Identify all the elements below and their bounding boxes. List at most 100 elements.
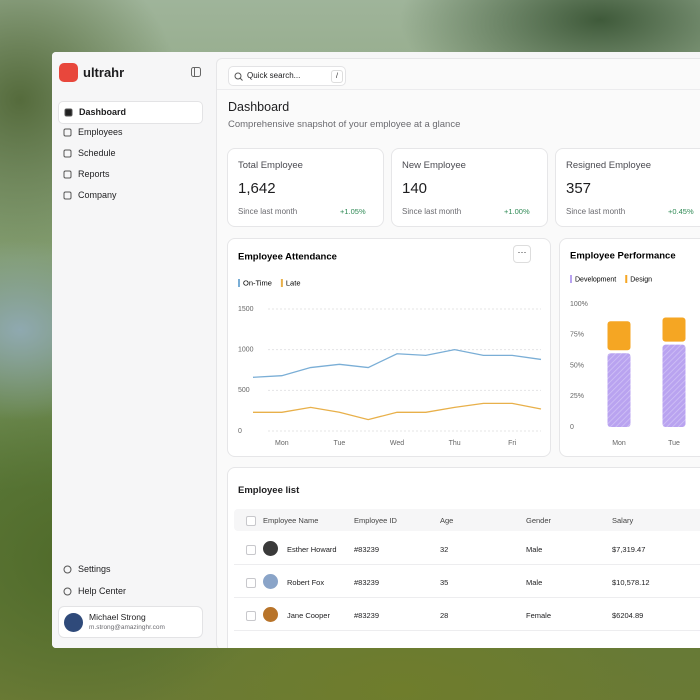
attendance-card: ··· Employee Attendance On-Time Late 0 500 10… [227, 238, 551, 457]
nav-item[interactable]: Reports [58, 164, 201, 185]
table-cell: #83239 [354, 578, 380, 587]
table-card: Employee list Employee Name Employee ID Ag… [227, 467, 700, 648]
stat-value: 357 [566, 180, 592, 197]
table-title: Employee list [238, 485, 300, 496]
table-cell: $6204.89 [612, 611, 644, 620]
table-cell: Robert Fox [287, 578, 325, 587]
legend-swatch [570, 275, 572, 283]
nav-label: Help Center [78, 586, 127, 596]
table-cell: 35 [440, 578, 449, 587]
legend-swatch [280, 279, 283, 287]
column-header[interactable]: Salary [612, 516, 634, 525]
row-divider [234, 564, 700, 565]
stat-label: New Employee [402, 160, 466, 171]
stat-period: Since last month [566, 207, 626, 216]
bar-segment [607, 353, 631, 427]
row-divider [234, 630, 700, 631]
legend-swatch [238, 279, 240, 287]
sidebar: ultrahr Settings Help Center Michael Str… [52, 52, 215, 648]
table-cell: Female [526, 611, 552, 620]
avatar [263, 574, 278, 589]
column-header[interactable]: Gender [526, 516, 552, 525]
stat-change: +1.05% [340, 207, 366, 216]
nav-item[interactable]: Dashboard [58, 101, 203, 124]
user-email: m.strong@amazinghr.com [89, 624, 165, 631]
table-header [234, 509, 700, 531]
checkbox[interactable] [246, 516, 256, 526]
stat-card: New Employee 140 Since last month +1.00% [391, 148, 548, 227]
stat-value: 1,642 [238, 180, 276, 197]
app-window: ultrahr Settings Help Center Michael Str… [52, 52, 700, 648]
performance-chart: Employee Performance Development Design 0 25… [570, 251, 686, 447]
stat-label: Total Employee [238, 160, 303, 171]
table-cell: Male [526, 578, 543, 587]
page-subtitle: Comprehensive snapshot of your employee … [228, 119, 461, 130]
sidebar-toggle[interactable] [191, 67, 201, 77]
column-header[interactable]: Employee Name [263, 516, 319, 525]
legend-label: Design [630, 276, 652, 283]
y-tick-label: 75% [570, 332, 584, 339]
table-cell: #83239 [354, 545, 380, 554]
checkbox[interactable] [246, 611, 256, 621]
chart-title: Employee Performance [570, 251, 676, 262]
nav-item[interactable]: Employees [58, 122, 201, 143]
column-header[interactable]: Age [440, 516, 454, 525]
chart-title: Employee Attendance [238, 252, 337, 263]
nav-item[interactable]: Company [58, 185, 201, 206]
table-cell: #83239 [354, 611, 380, 620]
x-tick-label: Tue [333, 440, 345, 447]
legend-label: Late [286, 278, 301, 287]
line-series [253, 402, 542, 421]
attendance-chart: Employee Attendance On-Time Late 0 500 1000 15… [238, 252, 542, 447]
y-tick-label: 500 [238, 387, 250, 394]
nav-item[interactable]: Help Center [58, 581, 201, 602]
checkbox[interactable] [246, 578, 256, 588]
stat-value: 140 [402, 180, 428, 197]
table-cell: $10,578.12 [612, 578, 650, 587]
x-tick-label: Thu [449, 440, 461, 447]
y-tick-label: 50% [570, 362, 584, 369]
stat-change: +0.45% [668, 207, 694, 216]
bar-segment [662, 344, 686, 427]
x-tick-label: Wed [390, 440, 404, 447]
y-tick-label: 1000 [238, 347, 254, 354]
stat-card: Resigned Employee 357 Since last month +0.4… [555, 148, 700, 227]
stat-period: Since last month [238, 207, 298, 216]
column-header[interactable]: Employee ID [354, 516, 397, 525]
legend-label: Development [575, 276, 616, 283]
y-tick-label: 25% [570, 393, 584, 400]
y-tick-label: 1500 [238, 306, 254, 313]
bar-segment [607, 321, 631, 351]
stat-card: Total Employee 1,642 Since last month +1.05… [227, 148, 384, 227]
x-tick-label: Mon [612, 440, 626, 447]
y-tick-label: 100% [570, 301, 588, 308]
brand: ultrahr [83, 65, 125, 80]
more-button[interactable]: ··· [513, 245, 531, 263]
logo [59, 63, 78, 82]
performance-card: Employee Performance Development Design 0 25… [559, 238, 700, 457]
avatar [64, 613, 83, 632]
nav-item[interactable]: Settings [58, 559, 201, 580]
nav-label: Company [78, 190, 117, 200]
table-cell: 32 [440, 545, 449, 554]
nav-label: Reports [78, 169, 110, 179]
table-cell: 28 [440, 611, 449, 620]
x-tick-label: Tue [668, 440, 680, 447]
x-tick-label: Mon [275, 440, 289, 447]
main-panel: Quick search... / Dashboard Comprehensiv… [216, 58, 700, 648]
stat-change: +1.00% [504, 207, 530, 216]
user-menu[interactable]: Michael Strong m.strong@amazinghr.com [58, 606, 203, 638]
table-cell: Jane Cooper [287, 611, 330, 620]
user-name: Michael Strong [89, 612, 146, 622]
search-placeholder: Quick search... [247, 71, 301, 80]
search-box[interactable]: Quick search... / [228, 66, 346, 86]
checkbox[interactable] [246, 545, 256, 555]
stat-period: Since last month [402, 207, 462, 216]
bar-segment [662, 317, 686, 342]
legend-swatch [625, 275, 628, 283]
table-cell: $7,319.47 [612, 545, 646, 554]
table-cell: Male [526, 545, 543, 554]
nav-item[interactable]: Schedule [58, 143, 201, 164]
row-divider [234, 597, 700, 598]
